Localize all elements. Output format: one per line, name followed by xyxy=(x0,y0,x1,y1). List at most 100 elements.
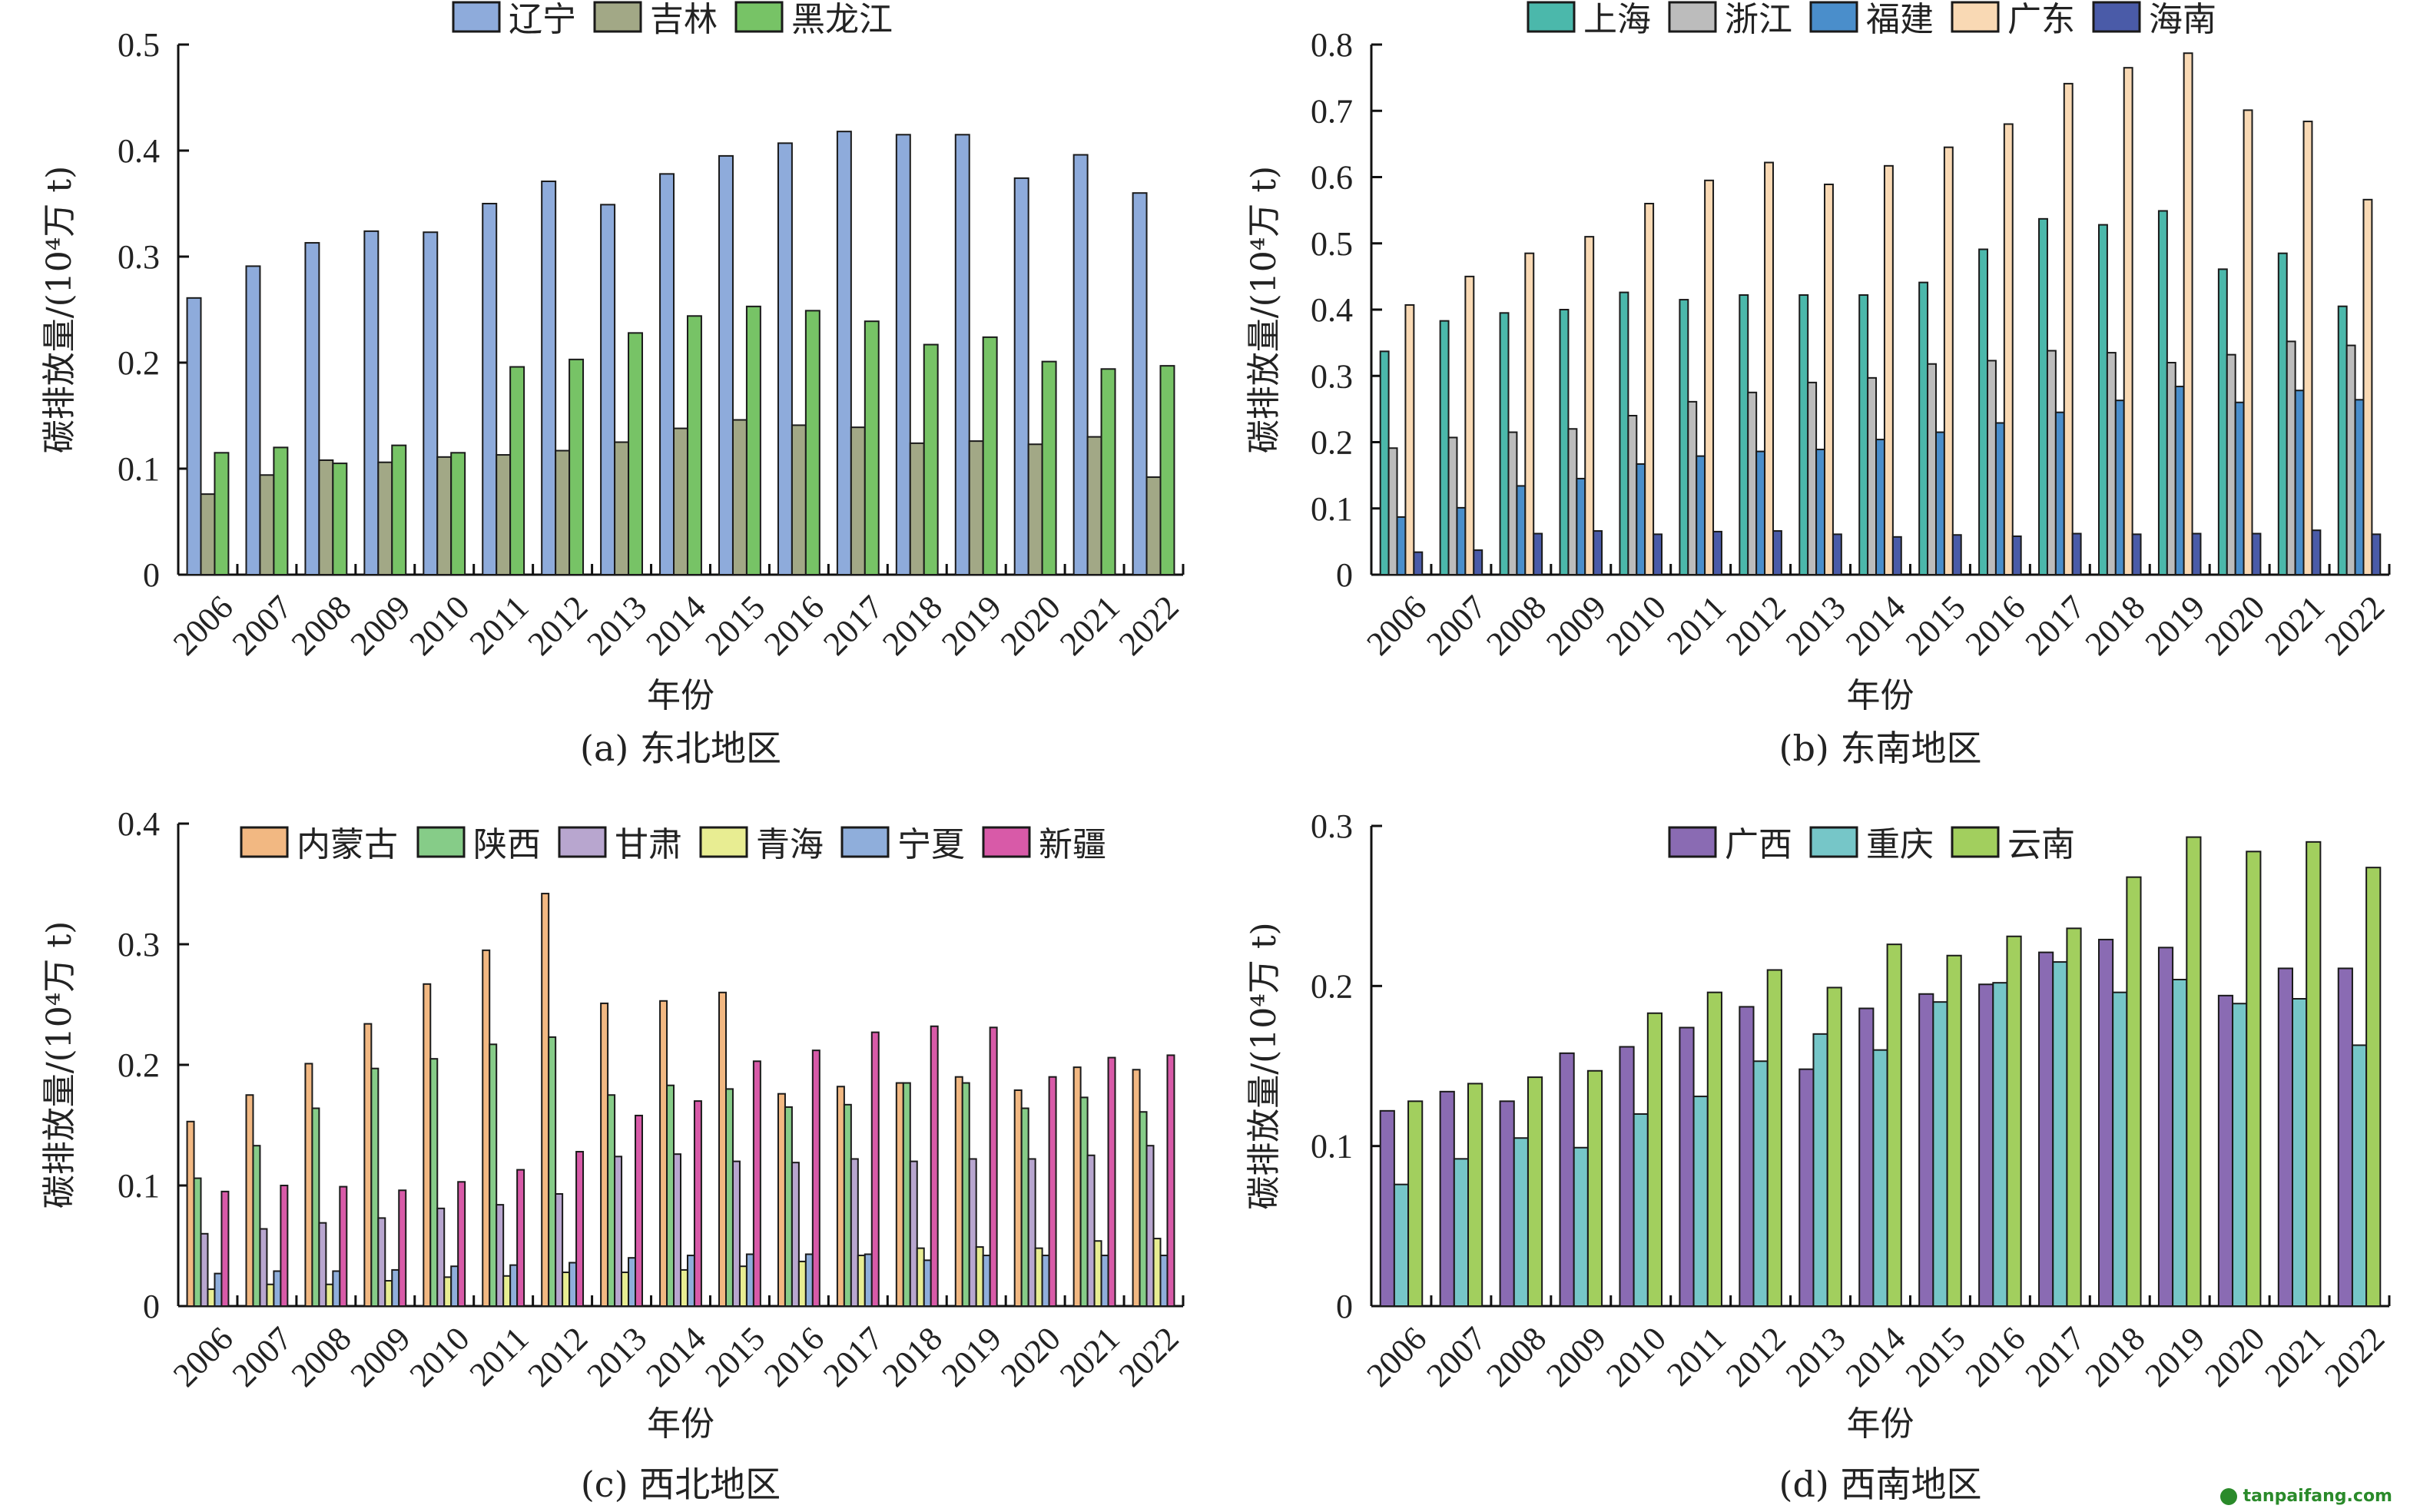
bar-广东-2021 xyxy=(2302,121,2313,576)
bar-甘肃-2017 xyxy=(850,1158,859,1307)
bar-上海-2021 xyxy=(2277,252,2288,575)
bar-广东-2006 xyxy=(1404,303,1415,575)
bar-吉林-2017 xyxy=(850,426,866,575)
y-tick-label: 0.7 xyxy=(1311,92,1353,130)
bar-甘肃-2012 xyxy=(555,1192,564,1307)
x-tick-label: 2011 xyxy=(1659,589,1733,662)
bar-吉林-2007 xyxy=(259,474,275,576)
bar-内蒙古-2015 xyxy=(718,991,727,1308)
bar-福建-2022 xyxy=(2354,399,2365,575)
y-tick-label: 0 xyxy=(1336,556,1353,594)
bar-浙江-2010 xyxy=(1627,415,1638,575)
legend: 内蒙古 陕西 甘肃 青海 宁夏 新疆 xyxy=(240,825,1106,864)
bar-新疆-2015 xyxy=(752,1060,761,1308)
x-tick-label: 2007 xyxy=(1419,589,1493,663)
x-tick-label: 2022 xyxy=(1112,589,1186,663)
bar-青海-2019 xyxy=(975,1246,984,1307)
bar-陕西-2021 xyxy=(1079,1096,1089,1307)
x-tick-label: 2006 xyxy=(1359,589,1434,663)
bar-上海-2009 xyxy=(1559,309,1570,575)
x-tick-label: 2015 xyxy=(698,1320,772,1394)
bar-云南-2019 xyxy=(2186,836,2202,1308)
watermark-logo-icon xyxy=(2219,1487,2237,1505)
bar-辽宁-2015 xyxy=(718,154,734,575)
bar-陕西-2009 xyxy=(370,1067,380,1307)
bar-内蒙古-2012 xyxy=(541,893,550,1308)
bar-广东-2014 xyxy=(1883,164,1894,575)
bar-福建-2015 xyxy=(1934,431,1945,575)
x-tick-label: 2006 xyxy=(1359,1320,1434,1394)
bar-福建-2012 xyxy=(1755,450,1766,576)
bar-青海-2014 xyxy=(680,1268,688,1308)
bar-浙江-2021 xyxy=(2286,340,2296,575)
bar-海南-2016 xyxy=(2011,535,2022,575)
bar-宁夏-2014 xyxy=(686,1255,695,1308)
bar-重庆-2013 xyxy=(1812,1033,1828,1308)
x-tick-label: 2020 xyxy=(2198,589,2272,663)
legend-swatch xyxy=(593,1,642,33)
bar-宁夏-2015 xyxy=(745,1253,754,1307)
bar-黑龙江-2017 xyxy=(864,320,880,575)
panel-caption: (a) 东北地区 xyxy=(580,728,781,769)
bar-甘肃-2021 xyxy=(1086,1154,1096,1307)
bar-新疆-2012 xyxy=(575,1151,585,1308)
bar-海南-2010 xyxy=(1653,533,1663,576)
bar-陕西-2011 xyxy=(489,1043,498,1308)
legend-swatch xyxy=(982,826,1031,858)
x-tick-label: 2017 xyxy=(816,589,890,663)
bar-吉林-2009 xyxy=(377,461,393,575)
x-tick-label: 2019 xyxy=(934,1320,1009,1394)
legend-swatch xyxy=(1809,1,1858,33)
x-tick-label: 2012 xyxy=(1719,589,1793,663)
bar-青海-2022 xyxy=(1152,1238,1162,1307)
bar-浙江-2018 xyxy=(2106,352,2117,575)
bar-广东-2018 xyxy=(2123,67,2133,575)
bar-重庆-2009 xyxy=(1573,1146,1589,1307)
bar-辽宁-2009 xyxy=(363,230,380,575)
bar-广东-2010 xyxy=(1644,203,1655,575)
x-tick-label: 2008 xyxy=(284,1320,359,1394)
legend-item: 广西 xyxy=(1668,825,1792,864)
x-axis-title: 年份 xyxy=(647,1404,714,1444)
bar-云南-2011 xyxy=(1706,991,1722,1307)
bar-上海-2018 xyxy=(2097,224,2108,575)
bar-青海-2008 xyxy=(325,1283,334,1307)
bar-辽宁-2007 xyxy=(245,265,261,575)
bar-浙江-2017 xyxy=(2046,350,2057,575)
x-tick-label: 2016 xyxy=(1958,1320,2033,1394)
bar-甘肃-2022 xyxy=(1145,1145,1155,1307)
bar-广西-2012 xyxy=(1739,1006,1755,1307)
y-tick-label: 0 xyxy=(143,1288,160,1325)
bar-内蒙古-2017 xyxy=(836,1086,845,1307)
bar-吉林-2008 xyxy=(318,459,334,576)
bar-吉林-2016 xyxy=(791,424,807,575)
y-tick-label: 0 xyxy=(1336,1288,1353,1325)
bar-上海-2022 xyxy=(2337,305,2348,575)
bar-上海-2020 xyxy=(2217,268,2228,575)
bar-重庆-2007 xyxy=(1453,1158,1470,1308)
bar-宁夏-2012 xyxy=(569,1262,578,1307)
legend-item: 黑龙江 xyxy=(734,0,893,39)
bar-重庆-2018 xyxy=(2112,991,2128,1307)
bar-辽宁-2017 xyxy=(836,131,852,576)
legend-swatch xyxy=(452,1,501,33)
bar-重庆-2022 xyxy=(2351,1044,2368,1307)
bar-云南-2022 xyxy=(2365,867,2382,1307)
bar-上海-2013 xyxy=(1798,294,1809,575)
x-tick-label: 2021 xyxy=(1053,589,1127,663)
bar-宁夏-2017 xyxy=(864,1253,873,1307)
y-tick-label: 0.6 xyxy=(1311,159,1353,197)
legend-item: 广东 xyxy=(1951,0,2075,39)
bar-上海-2015 xyxy=(1918,281,1929,575)
legend-label: 陕西 xyxy=(473,825,541,864)
bar-福建-2011 xyxy=(1696,455,1706,575)
x-tick-label: 2012 xyxy=(1719,1320,1793,1394)
bar-广西-2019 xyxy=(2157,947,2174,1308)
x-tick-label: 2015 xyxy=(1898,1320,1973,1394)
bar-重庆-2017 xyxy=(2052,961,2068,1308)
legend-swatch xyxy=(699,826,748,858)
bar-福建-2006 xyxy=(1396,516,1407,576)
bar-重庆-2020 xyxy=(2232,1003,2248,1307)
bar-浙江-2009 xyxy=(1567,428,1578,575)
bar-云南-2009 xyxy=(1586,1069,1603,1307)
